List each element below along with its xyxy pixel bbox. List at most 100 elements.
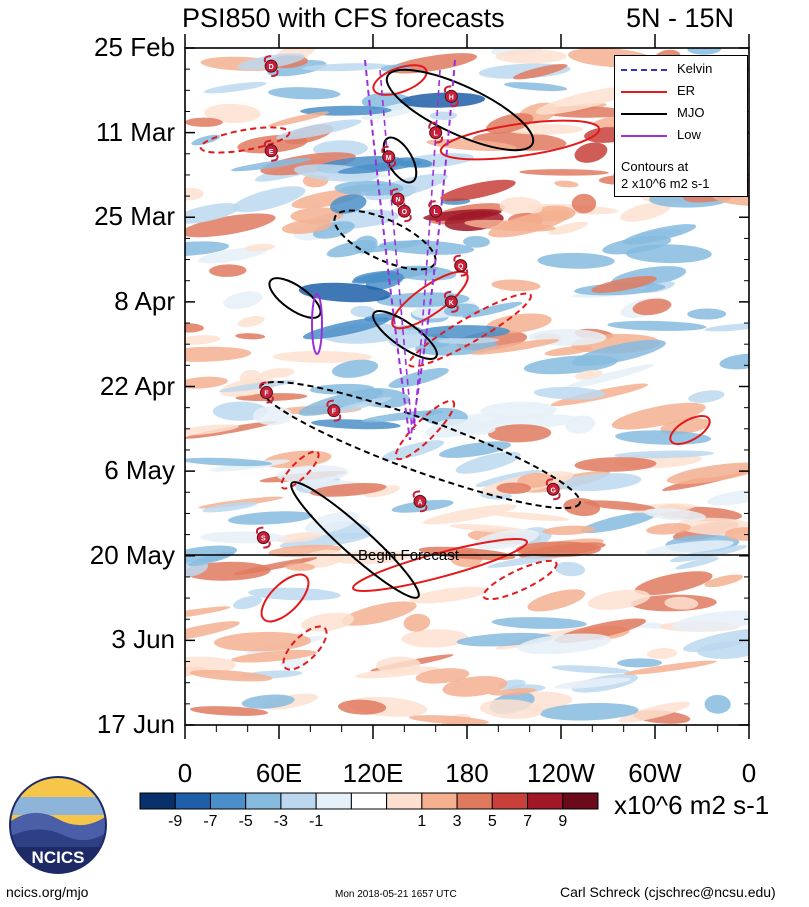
mjo-contour [372,310,438,360]
field-blob [669,545,747,563]
field-blob [403,613,431,632]
field-blob [463,235,490,248]
storm-marker: G [545,478,561,501]
field-blob [218,380,296,393]
storm-marker: H [443,85,459,108]
legend-item-er: ER [615,81,749,103]
field-blob [185,376,228,389]
storm-letter: N [396,197,401,204]
field-blob [504,82,568,92]
field-blob [513,64,568,80]
storm-marker: A [412,490,428,513]
field-blob [574,457,657,472]
field-blob [301,612,355,632]
storm-marker: L [428,200,444,223]
field-blob [486,113,534,134]
field-blob [704,574,744,588]
field-blob [302,63,391,72]
field-blob [437,337,500,344]
field-blob [537,252,615,269]
field-blob [542,525,596,536]
colorbar-label: -1 [309,813,324,830]
field-blob [363,485,401,498]
field-blob [415,668,470,684]
x-tick-label: 120E [342,758,404,788]
colorbar-swatch [456,792,493,810]
field-blob [704,323,749,332]
legend: Kelvin ER MJO Low Contours at 2 x10^6 m2… [614,55,748,197]
x-tick-label: 180 [445,758,489,788]
field-blob [614,450,714,459]
legend-line-kelvin [621,69,667,71]
field-blob [475,470,542,487]
footer-timestamp: Mon 2018-05-21 1657 UTC [335,889,457,900]
mjo-contour [385,68,535,152]
kelvin-contour [379,69,413,431]
colorbar-label: -3 [273,813,289,830]
field-blob [276,532,323,543]
field-blob [646,523,692,535]
field-blob [408,715,490,725]
footer-author: Carl Schreck (cjschrec@ncsu.edu) [560,884,776,900]
y-tick-label: 8 Apr [114,285,175,316]
field-blob [544,345,593,356]
field-blob [615,430,712,445]
field-blob [687,308,727,320]
field-blob [359,239,430,253]
storm-letter: K [449,300,454,307]
field-blob [535,86,633,115]
storm-letter: D [269,64,274,71]
field-blob [539,702,639,721]
ncics-logo: NCICS [9,776,107,874]
x-tick-label: 120W [527,758,595,788]
field-blob [607,320,707,331]
field-blob [620,201,672,222]
field-blob [632,298,672,316]
er-contour [260,573,310,623]
chart-subtitle: 5N - 15N [626,3,735,33]
field-blob [185,335,221,345]
y-tick-label: 25 Mar [94,201,175,232]
field-blob [675,557,719,570]
storm-letter: F [332,409,337,416]
field-blob [185,424,239,436]
er-contour [282,625,328,671]
field-blob [672,610,749,632]
field-blob [515,541,602,558]
field-blob [491,617,587,629]
er-contour [394,399,456,461]
field-blob [496,482,532,494]
legend-label-mjo: MJO [677,105,705,120]
field-blob [429,111,458,121]
colorbar-swatch [527,792,564,810]
field-blob [244,243,276,252]
field-blob [203,81,267,94]
field-blob [276,465,349,483]
field-blob [574,369,603,380]
kelvin-contour [413,69,441,431]
field-blob [574,142,608,163]
field-blob [185,203,240,224]
field-blob [707,489,749,506]
colorbar-swatch [350,792,388,810]
field-blob [304,511,359,534]
legend-line-low [621,135,667,137]
field-blob [455,451,521,474]
field-blob [436,418,496,435]
field-blob [233,595,263,610]
field-blob [618,701,691,723]
field-blob [533,386,606,400]
storm-marker: S [255,526,271,549]
field-blob [480,401,557,420]
field-blob [231,649,317,663]
field-blob [185,457,272,467]
er-contour [199,126,291,154]
field-blob [267,60,327,77]
field-blob [334,397,392,413]
field-blob [418,546,516,561]
wave-contours [199,59,711,671]
er-contour [352,537,528,593]
y-tick-label: 25 Feb [94,32,175,62]
colorbar-swatch [245,792,282,810]
field-blob [338,699,387,715]
